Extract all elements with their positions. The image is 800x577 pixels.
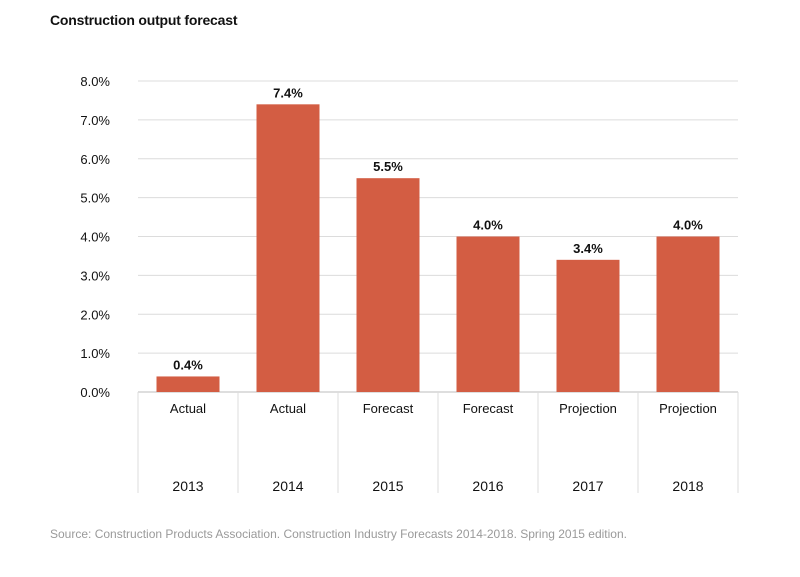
data-label: 7.4% (273, 85, 303, 100)
y-tick-label: 7.0% (80, 113, 110, 128)
y-tick-label: 0.0% (80, 385, 110, 400)
x-sublabel: Projection (559, 401, 617, 416)
source-note: Source: Construction Products Associatio… (50, 527, 627, 541)
bar (456, 236, 520, 392)
bar (556, 259, 620, 392)
x-sublabel: Actual (270, 401, 306, 416)
x-tick-label: 2016 (472, 478, 503, 494)
bar (356, 178, 420, 392)
data-label: 4.0% (473, 218, 503, 233)
x-tick-label: 2013 (172, 478, 203, 494)
data-label: 5.5% (373, 159, 403, 174)
data-label: 0.4% (173, 357, 203, 372)
x-sublabel: Forecast (363, 401, 414, 416)
y-tick-label: 2.0% (80, 307, 110, 322)
y-tick-label: 8.0% (80, 74, 110, 89)
x-tick-label: 2015 (372, 478, 403, 494)
bar (656, 236, 720, 392)
x-sublabel: Actual (170, 401, 206, 416)
y-tick-label: 6.0% (80, 152, 110, 167)
chart-title: Construction output forecast (50, 12, 238, 28)
y-tick-label: 5.0% (80, 191, 110, 206)
bar (256, 104, 320, 392)
y-tick-label: 3.0% (80, 268, 110, 283)
data-label: 3.4% (573, 241, 603, 256)
x-tick-label: 2017 (572, 478, 603, 494)
x-tick-label: 2014 (272, 478, 303, 494)
x-sublabel: Projection (659, 401, 717, 416)
data-label: 4.0% (673, 218, 703, 233)
bar (156, 376, 220, 392)
x-tick-label: 2018 (672, 478, 703, 494)
y-tick-label: 1.0% (80, 346, 110, 361)
x-sublabel: Forecast (463, 401, 514, 416)
y-tick-label: 4.0% (80, 230, 110, 245)
